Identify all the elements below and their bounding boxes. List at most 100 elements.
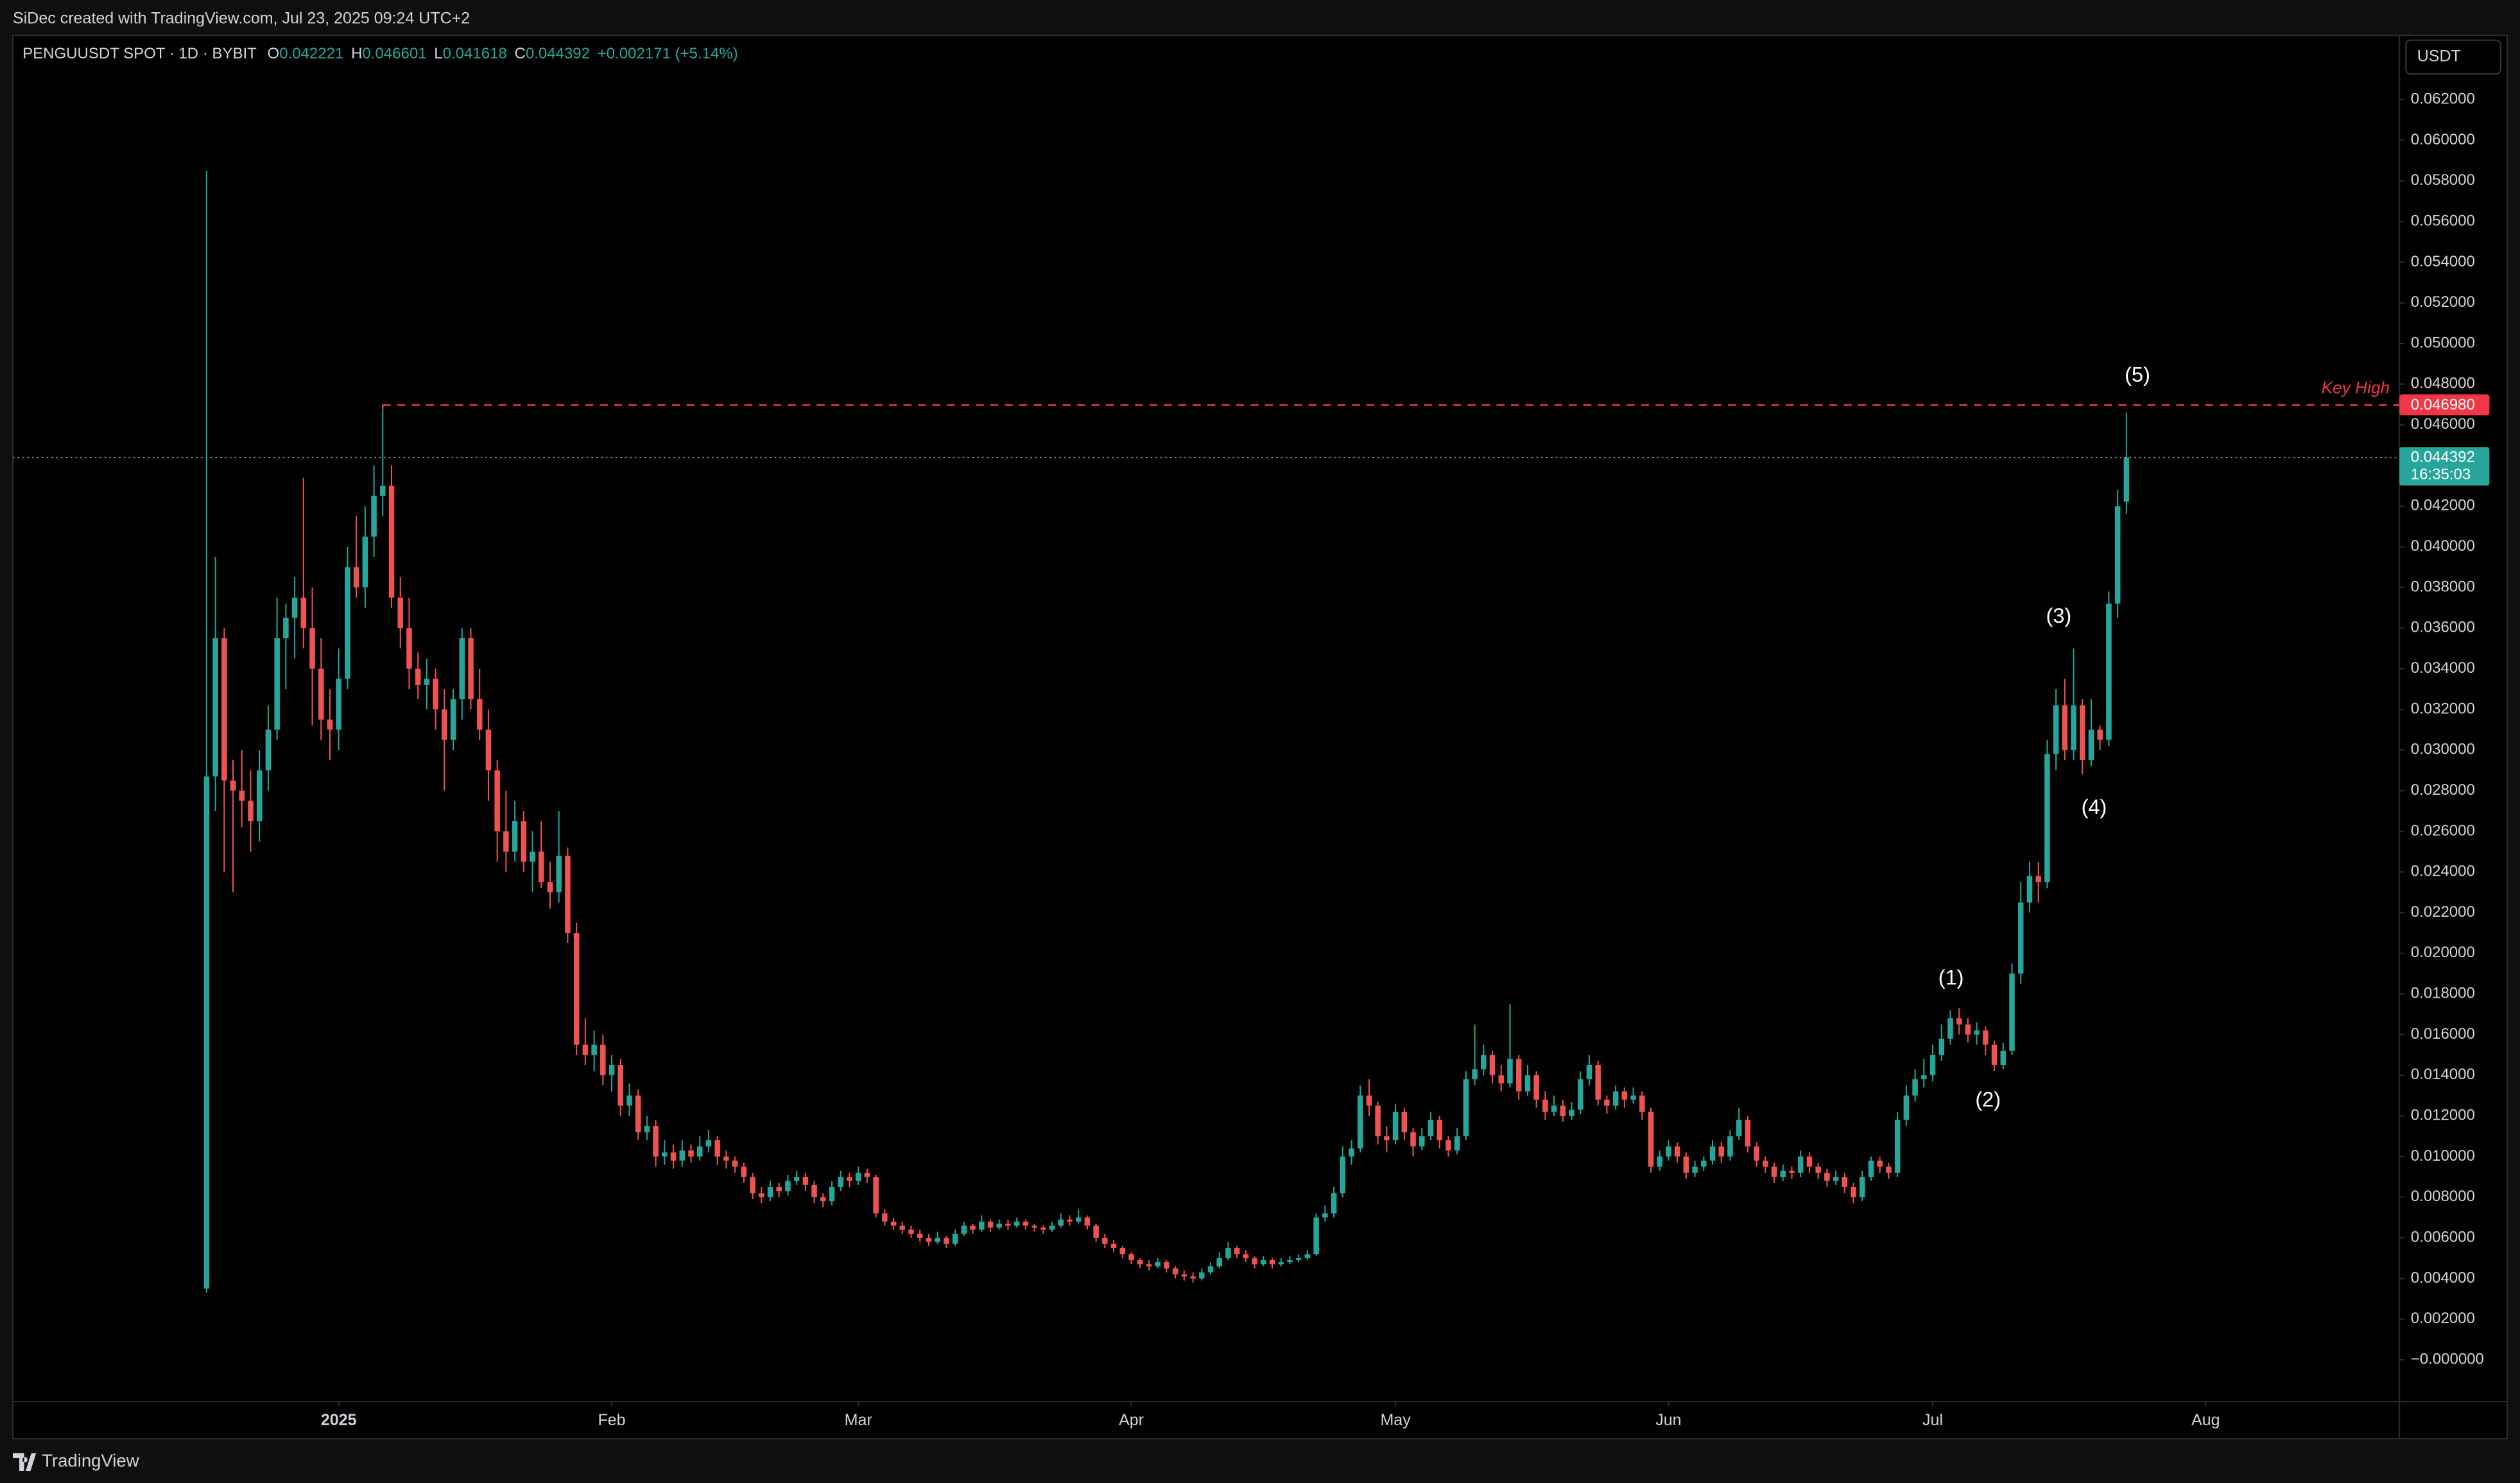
candle-body xyxy=(1155,1262,1161,1267)
candle-body xyxy=(1868,1160,1874,1177)
y-tick-label: 0.054000 xyxy=(2411,253,2475,270)
candle-body xyxy=(811,1184,817,1197)
candle-body xyxy=(1701,1160,1707,1167)
y-tick-label: 0.040000 xyxy=(2411,537,2475,555)
candle-body xyxy=(741,1166,747,1177)
candle-body xyxy=(1630,1095,1636,1100)
candle-body xyxy=(820,1197,826,1202)
candle-body xyxy=(696,1146,703,1157)
candle-body xyxy=(573,933,580,1045)
candle-body xyxy=(1049,1226,1055,1230)
y-tick-label: 0.046000 xyxy=(2411,415,2475,433)
key-high-price-box xyxy=(2399,394,2490,415)
candle-body xyxy=(503,831,509,852)
candle-body xyxy=(1067,1219,1073,1222)
y-tick-label: 0.032000 xyxy=(2411,700,2475,717)
y-tick-label: 0.060000 xyxy=(2411,131,2475,148)
candle-body xyxy=(935,1238,940,1242)
candle-body xyxy=(1031,1226,1037,1228)
candle-body xyxy=(1278,1262,1284,1265)
candle-body xyxy=(750,1177,755,1193)
logo-icon xyxy=(13,1453,37,1471)
candle-body xyxy=(1110,1244,1117,1248)
candle-body xyxy=(838,1177,843,1187)
candle-body xyxy=(1489,1055,1496,1075)
candle-body xyxy=(1498,1075,1505,1084)
candle-body xyxy=(1375,1106,1381,1136)
wave-label: (1) xyxy=(1938,966,1964,989)
candle-body xyxy=(2097,729,2103,740)
candle-body xyxy=(767,1186,773,1197)
y-tick-label: −0.000000 xyxy=(2411,1350,2484,1367)
candle-body xyxy=(882,1213,888,1222)
candle-body xyxy=(565,855,571,933)
candle-body xyxy=(1533,1075,1539,1100)
candle-body xyxy=(1463,1079,1469,1136)
y-tick-label: 0.038000 xyxy=(2411,578,2475,595)
candle-body xyxy=(327,719,333,730)
candle-body xyxy=(1446,1140,1451,1150)
candle-body xyxy=(670,1152,677,1161)
candle-body xyxy=(1560,1106,1566,1116)
candle-body xyxy=(617,1065,623,1106)
y-tick-label: 0.012000 xyxy=(2411,1107,2475,1124)
candle-body xyxy=(662,1152,668,1157)
candle-body xyxy=(847,1177,852,1181)
candle-body xyxy=(890,1221,897,1226)
y-tick-label: 0.018000 xyxy=(2411,985,2475,1002)
candle-body xyxy=(961,1226,967,1234)
candle-body xyxy=(424,679,430,685)
candle-body xyxy=(556,855,562,892)
candle-body xyxy=(2009,973,2015,1051)
candle-body xyxy=(1428,1120,1434,1136)
y-tick-label: 0.006000 xyxy=(2411,1228,2475,1245)
candle-body xyxy=(291,597,298,618)
candle-body xyxy=(1692,1166,1698,1173)
x-tick-label: Apr xyxy=(1119,1411,1144,1429)
y-tick-label: 0.020000 xyxy=(2411,944,2475,961)
candle-body xyxy=(1604,1099,1610,1106)
candle-body xyxy=(1216,1258,1222,1267)
candle-body xyxy=(212,638,218,777)
candle-body xyxy=(485,729,492,770)
candle-body xyxy=(2114,506,2121,604)
candle-body xyxy=(353,567,359,587)
candle-body xyxy=(1877,1160,1883,1167)
y-tick-label: 0.004000 xyxy=(2411,1269,2475,1287)
candle-body xyxy=(688,1150,694,1157)
candle-body xyxy=(1763,1160,1768,1167)
candle-body xyxy=(1947,1018,1953,1039)
candle-body xyxy=(433,679,438,709)
currency[interactable]: USDT xyxy=(2417,47,2461,65)
candle-body xyxy=(1754,1146,1759,1161)
candle-body xyxy=(1137,1260,1143,1265)
candle-body xyxy=(318,668,324,720)
candle-body xyxy=(494,770,500,831)
candle-body xyxy=(1657,1156,1662,1167)
y-tick-label: 0.026000 xyxy=(2411,822,2475,839)
candle-body xyxy=(309,628,315,669)
candle-body xyxy=(1234,1247,1240,1254)
candle-body xyxy=(653,1125,659,1157)
currency-button[interactable] xyxy=(2405,39,2501,75)
candle-body xyxy=(1005,1223,1011,1226)
candle-body xyxy=(1349,1148,1354,1157)
candle-body xyxy=(371,496,377,537)
candle-body xyxy=(2071,705,2076,750)
candle-body xyxy=(1860,1177,1865,1197)
candle-body xyxy=(2123,457,2130,502)
candle-body xyxy=(1331,1193,1337,1214)
candle-body xyxy=(1806,1156,1813,1167)
plot: −0.000000 0.002000 0.004000 0.006000 0.00800… xyxy=(203,90,2484,1429)
y-tick-label: 0.048000 xyxy=(2411,375,2475,392)
y-tick-label: 0.022000 xyxy=(2411,903,2475,921)
y-tick-label: 0.050000 xyxy=(2411,334,2475,351)
y-tick-label: 0.058000 xyxy=(2411,171,2475,189)
candle-body xyxy=(1172,1268,1178,1275)
candle-body xyxy=(970,1226,976,1230)
candle-body xyxy=(1075,1217,1082,1222)
candle-body xyxy=(944,1238,949,1244)
candle-body xyxy=(230,780,236,791)
candle-body xyxy=(1269,1260,1275,1265)
